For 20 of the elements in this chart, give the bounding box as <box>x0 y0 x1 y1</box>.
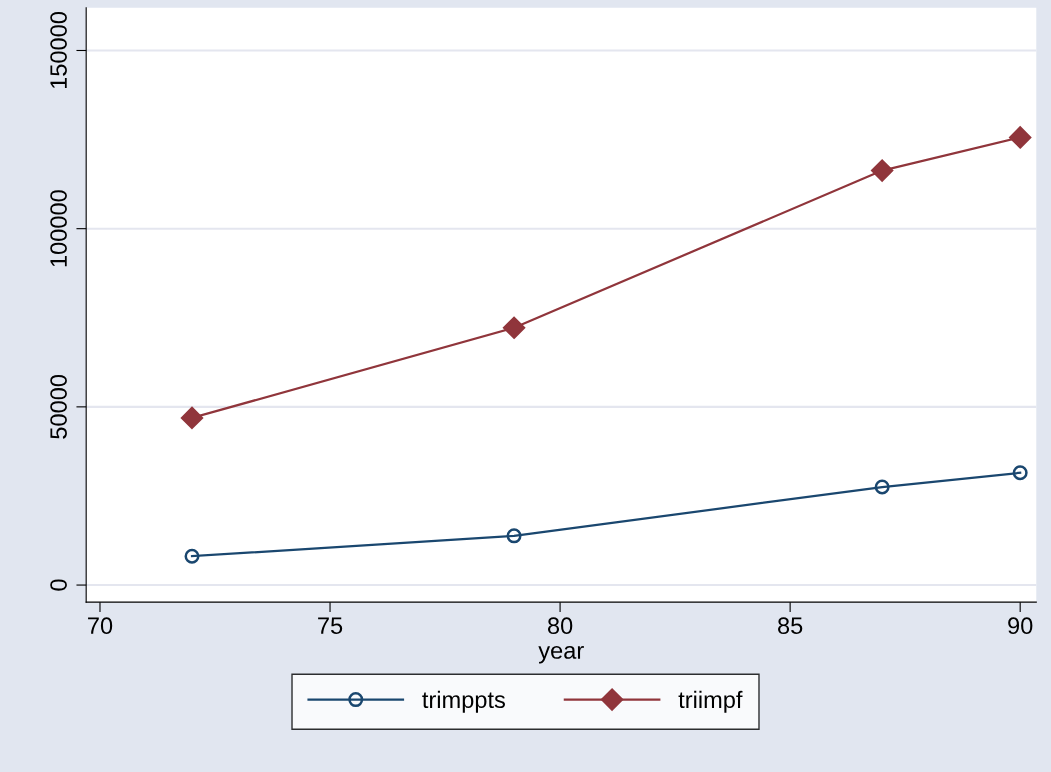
x-tick-label: 75 <box>318 617 343 635</box>
x-tick-label: 85 <box>778 617 803 635</box>
y-tick-label: 150000 <box>50 12 67 89</box>
point <box>180 406 204 429</box>
legend-label: triimpf <box>678 690 743 713</box>
point <box>184 548 200 564</box>
point <box>506 528 522 544</box>
point <box>1012 465 1028 481</box>
point <box>1009 126 1032 149</box>
y-tick-label: 100000 <box>50 190 67 267</box>
x-tick-label: 70 <box>88 617 113 635</box>
point <box>503 316 526 339</box>
y-tick-label: 50000 <box>50 374 67 439</box>
legend-label: trimppts <box>422 690 505 713</box>
point <box>871 159 894 182</box>
x-axis-title: year <box>538 645 584 664</box>
x-tick-label: 80 <box>547 617 573 635</box>
y-tick-label: 0 <box>50 579 67 591</box>
x-tick-label: 90 <box>1008 617 1033 635</box>
point <box>874 479 890 495</box>
